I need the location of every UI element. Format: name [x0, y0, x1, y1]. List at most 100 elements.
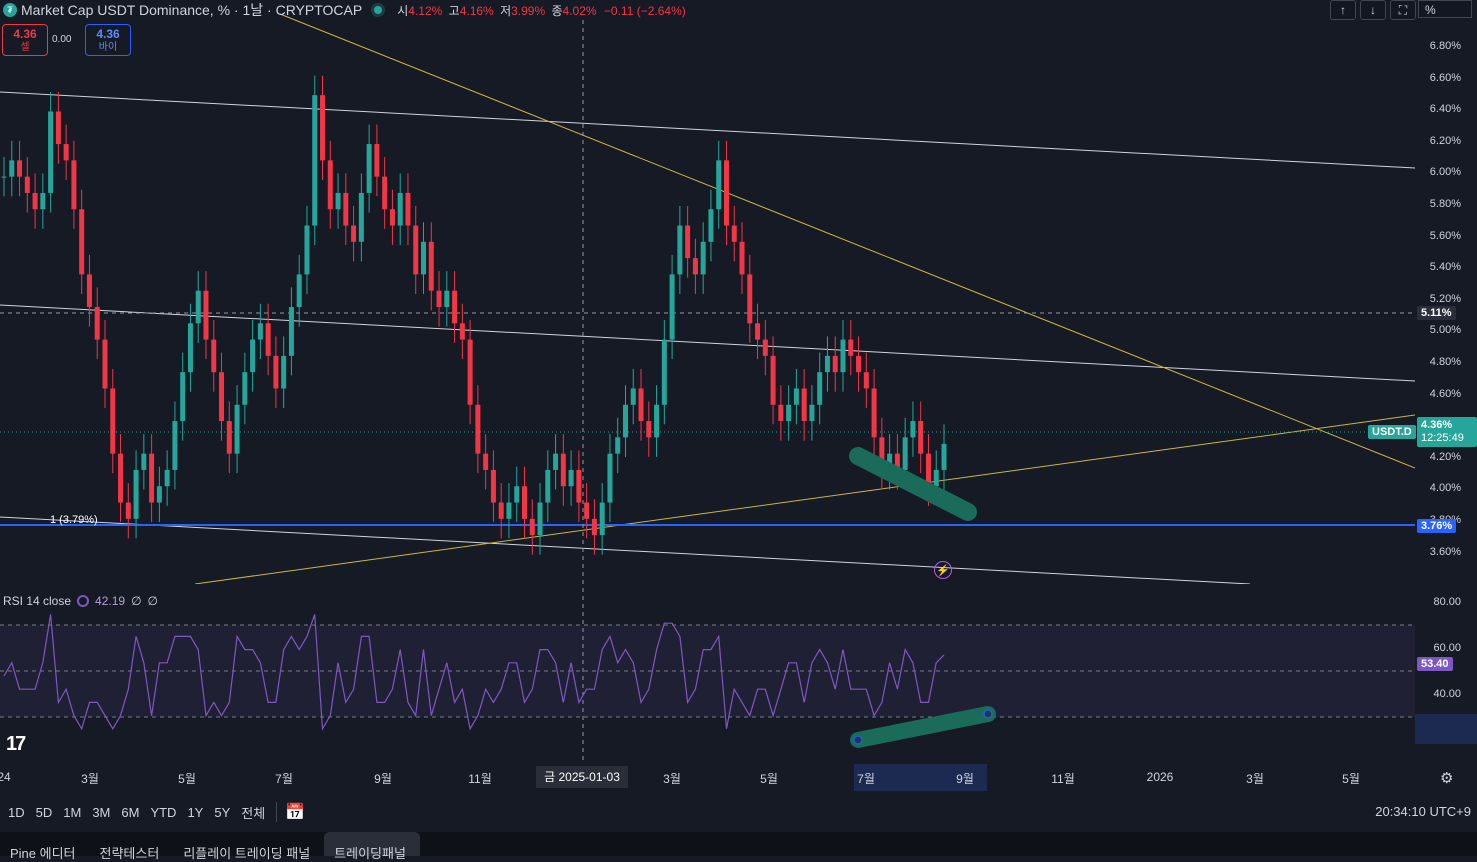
- candle-body: [374, 144, 380, 177]
- candle-body: [545, 469, 551, 503]
- candle-body: [187, 323, 193, 373]
- candle-body: [296, 274, 302, 307]
- candle-body: [762, 339, 768, 356]
- candle-body: [141, 453, 147, 470]
- candle-body: [731, 225, 737, 242]
- high-label: 고: [448, 3, 460, 18]
- candle-body: [615, 437, 621, 454]
- candle-body: [156, 486, 162, 503]
- time-axis-label: 3월: [663, 772, 681, 786]
- time-axis-label: 5월: [178, 772, 196, 786]
- price-axis-label: 5.80%: [1429, 198, 1461, 210]
- rsi-value: 42.19: [95, 594, 126, 608]
- market-status-icon[interactable]: [374, 6, 383, 14]
- bolt-icon[interactable]: ⚡: [934, 561, 952, 579]
- candle-body: [397, 192, 403, 226]
- candle-body: [630, 388, 636, 405]
- candle-body: [94, 307, 100, 340]
- candle-body: [669, 274, 675, 340]
- candle-body: [467, 339, 473, 405]
- timeframe-button[interactable]: 3M: [92, 804, 111, 820]
- candle-body: [149, 453, 155, 503]
- timeframe-button[interactable]: 6M: [121, 804, 140, 820]
- descending-trendline: [279, 13, 1415, 469]
- arrow-up-icon[interactable]: ↑: [1330, 0, 1356, 20]
- fullscreen-icon[interactable]: ⛶: [1390, 0, 1416, 20]
- candle-body: [871, 388, 877, 438]
- candle-body: [366, 144, 372, 193]
- symbol-tag: USDT.D: [1368, 425, 1416, 439]
- timeframe-button[interactable]: YTD: [150, 804, 177, 820]
- candle-body: [925, 453, 931, 487]
- candle-body: [413, 225, 419, 275]
- change-value: −0.11 (−2.64%): [603, 3, 686, 18]
- clock[interactable]: 20:34:10 UTC+9: [1375, 804, 1471, 819]
- candle-body: [483, 453, 489, 470]
- candle-body: [436, 290, 442, 307]
- tether-icon[interactable]: ₮: [3, 3, 17, 17]
- candle-body: [389, 209, 395, 226]
- candle-body: [382, 176, 388, 210]
- time-axis-label: 5월: [1342, 772, 1360, 786]
- price-axis[interactable]: 6.80% 6.60% 6.40% 6.20% 6.00% 5.80% 5.60% 5.40%…: [1368, 0, 1477, 764]
- candle-body: [265, 323, 271, 356]
- buy-button[interactable]: 4.36 바이: [85, 24, 131, 56]
- last-price-value: 4.36%: [1421, 419, 1453, 431]
- candle-body: [421, 241, 427, 275]
- spread-value: 0.00: [52, 34, 72, 45]
- ohlc-values: 시4.12% 고4.16% 저3.99% 종4.02% −0.11 (−2.64…: [394, 2, 686, 19]
- timeframe-button[interactable]: 1D: [8, 804, 25, 820]
- last-price-tag: 4.36% 12:25:49: [1417, 417, 1477, 447]
- settings-gear-icon[interactable]: ⚙: [1440, 770, 1454, 787]
- candle-body: [817, 372, 823, 405]
- open-value: 4.12%: [408, 3, 443, 18]
- low-value: 3.99%: [511, 3, 546, 18]
- timeframe-button[interactable]: 1Y: [187, 804, 204, 820]
- price-chart[interactable]: [0, 0, 1415, 584]
- candle-body: [576, 469, 582, 503]
- candle-body: [863, 372, 869, 389]
- timeframe-button[interactable]: 5Y: [214, 804, 231, 820]
- candle-body: [832, 355, 838, 373]
- candle-body: [257, 323, 263, 340]
- fib-label: 1 (3.79%): [50, 514, 98, 526]
- candle-body: [164, 469, 170, 487]
- arrow-down-icon[interactable]: ↓: [1360, 0, 1386, 20]
- price-axis-label: 4.00%: [1429, 482, 1461, 495]
- candle-body: [102, 339, 108, 389]
- candle-body: [638, 388, 644, 422]
- candle-body: [219, 372, 225, 422]
- tab-replay-trading[interactable]: 리플레이 트레이딩 패널: [183, 846, 311, 861]
- sell-button[interactable]: 4.36 셀: [2, 24, 48, 56]
- symbol-title[interactable]: Market Cap USDT Dominance, % · 1날 · CRYP…: [21, 2, 363, 18]
- candle-body: [327, 160, 333, 210]
- timeframe-button[interactable]: 1M: [63, 804, 82, 820]
- rsi-pane[interactable]: [0, 588, 1415, 764]
- percent-button[interactable]: %: [1418, 0, 1472, 18]
- rsi-legend[interactable]: RSI 14 close 42.19 ∅ ∅: [3, 594, 158, 608]
- date-range-icon[interactable]: 📅: [285, 804, 306, 821]
- loading-icon: [77, 595, 90, 607]
- candle-body: [86, 274, 92, 307]
- price-axis-label: 4.20%: [1429, 450, 1461, 463]
- tradingview-logo[interactable]: 17: [6, 733, 26, 755]
- rsi-extra-2: ∅: [147, 594, 158, 608]
- rsi-axis-label: 40.00: [1433, 688, 1461, 700]
- timeframe-button[interactable]: 5D: [35, 804, 53, 820]
- candle-body: [770, 355, 776, 405]
- channel-mid-line: [0, 304, 1415, 382]
- candle-body: [273, 355, 279, 389]
- tab-strategy-tester[interactable]: 전략테스터: [99, 846, 160, 861]
- price-axis-label: 6.40%: [1429, 103, 1461, 116]
- price-axis-label: 6.00%: [1429, 166, 1461, 179]
- candle-body: [887, 453, 893, 470]
- candle-body: [646, 421, 652, 438]
- candle-body: [428, 241, 434, 291]
- tab-pine-editor[interactable]: Pine 에디터: [10, 846, 76, 861]
- tab-trading-panel[interactable]: 트레이딩패널: [324, 832, 420, 861]
- candle-body: [902, 437, 908, 470]
- candle-body: [17, 160, 23, 177]
- time-axis-label: 11월: [468, 772, 492, 786]
- timeframe-button[interactable]: 전체: [241, 805, 266, 821]
- time-axis[interactable]: 24 3월 5월 7월 9월 11월 3월 5월 7월 9월 11월 2026 3월 5월: [0, 764, 1477, 792]
